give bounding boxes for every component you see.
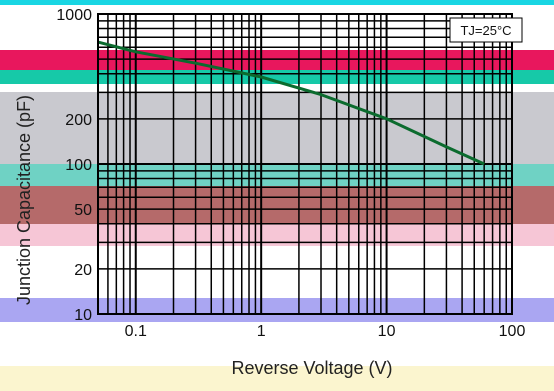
y-axis-title: Junction Capacitance (pF): [14, 95, 34, 305]
x-tick-label: 10: [378, 323, 396, 340]
plot-frame: [97, 13, 513, 315]
y-tick-label: 20: [74, 262, 92, 279]
x-tick-label: 100: [499, 323, 526, 340]
y-tick-label: 200: [65, 112, 92, 129]
y-tick-label: 10: [74, 307, 92, 324]
legend-frame: [449, 17, 523, 43]
y-tick-label: 1000: [56, 7, 92, 24]
top-cyan-band: [0, 0, 554, 5]
y-tick-label: 50: [74, 202, 92, 219]
magenta-band: [0, 50, 554, 70]
teal-band-2: [0, 164, 554, 186]
x-tick-label: 1: [257, 323, 266, 340]
x-tick-label: 0.1: [125, 323, 147, 340]
pink-band: [0, 224, 554, 246]
y-tick-label: 100: [65, 157, 92, 174]
x-tick-labels: 0.1 1 10 100: [125, 323, 526, 340]
yellow-band: [0, 366, 554, 391]
y-tick-labels: 10 20 50 100 200 1000: [56, 7, 92, 324]
capacitance-curve-0: [97, 40, 485, 166]
temperature-annotation: TJ=25°C: [460, 23, 511, 38]
data-series: [97, 40, 485, 166]
grid-lines: [97, 14, 512, 315]
x-axis-title: Reverse Voltage (V): [231, 358, 392, 378]
legend-box: TJ=25°C: [449, 17, 523, 43]
